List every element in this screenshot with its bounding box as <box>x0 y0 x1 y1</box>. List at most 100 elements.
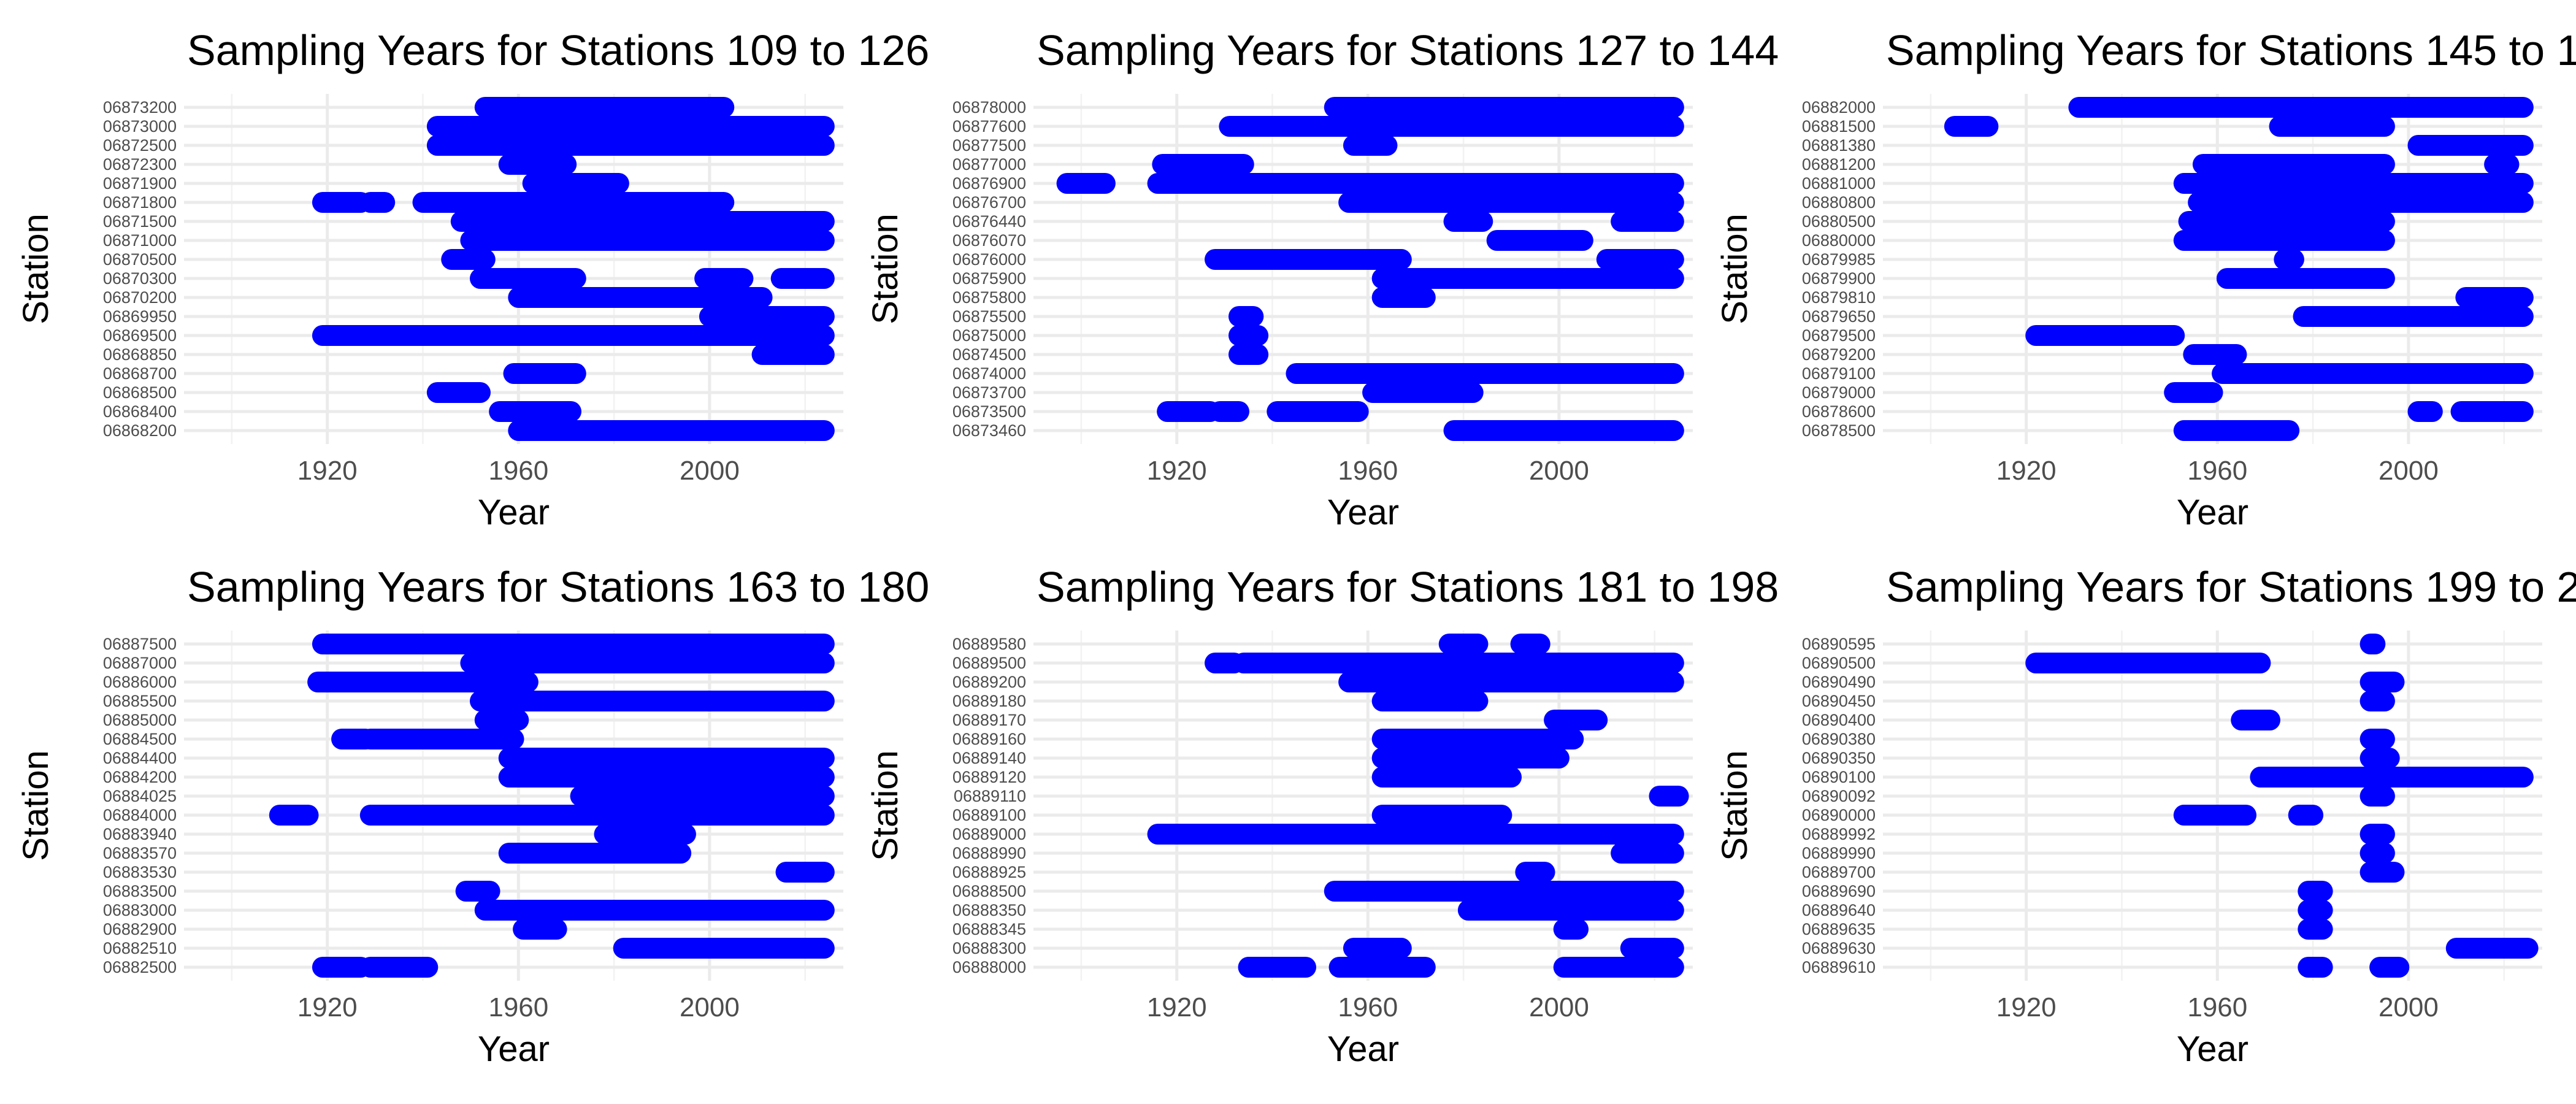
y-tick-label: 06890092 <box>1802 787 1876 805</box>
y-tick-label: 06890000 <box>1802 806 1876 824</box>
chart-title: Sampling Years for Stations 199 to 216 <box>1886 563 2576 611</box>
y-tick-label: 06873700 <box>953 383 1026 402</box>
y-tick-label: 06878000 <box>953 98 1026 117</box>
y-tick-label: 06882000 <box>1802 98 1876 117</box>
chart-title: Sampling Years for Stations 163 to 180 <box>187 563 929 611</box>
chart-panel-6: Sampling Years for Stations 199 to 216 06… <box>1715 563 2576 1069</box>
y-tick-labels: 0688750006887000068860000688550006885000… <box>103 635 177 976</box>
y-tick-label: 06877500 <box>953 136 1026 155</box>
y-tick-label: 06888350 <box>953 901 1026 919</box>
y-tick-label: 06889140 <box>953 749 1026 767</box>
y-tick-label: 06881380 <box>1802 136 1876 155</box>
y-tick-label: 06884000 <box>103 806 177 824</box>
y-tick-label: 06879900 <box>1802 269 1876 288</box>
y-tick-label: 06876700 <box>953 193 1026 212</box>
y-tick-label: 06879985 <box>1802 250 1876 269</box>
x-tick-label: 1920 <box>1996 456 2057 486</box>
y-tick-label: 06885500 <box>103 692 177 710</box>
y-tick-labels: 0687800006877600068775000687700006876900… <box>953 98 1026 440</box>
x-tick-label: 2000 <box>1529 992 1589 1022</box>
y-tick-label: 06888300 <box>953 939 1026 957</box>
chart-title: Sampling Years for Stations 109 to 126 <box>187 26 929 74</box>
y-axis-title: Station <box>16 750 56 861</box>
x-tick-label: 2000 <box>680 456 740 486</box>
x-axis-title: Year <box>2177 493 2248 532</box>
y-tick-label: 06889100 <box>953 806 1026 824</box>
y-tick-labels: 0687320006873000068725000687230006871900… <box>103 98 177 440</box>
y-tick-label: 06880000 <box>1802 231 1876 250</box>
y-tick-label: 06879100 <box>1802 364 1876 383</box>
y-tick-label: 06889610 <box>1802 958 1876 976</box>
y-tick-label: 06871900 <box>103 174 177 193</box>
y-tick-label: 06888990 <box>953 844 1026 862</box>
y-tick-label: 06889500 <box>953 654 1026 672</box>
x-axis-title: Year <box>2177 1029 2248 1069</box>
y-tick-label: 06876000 <box>953 250 1026 269</box>
y-tick-label: 06889110 <box>954 787 1026 805</box>
y-tick-label: 06890595 <box>1802 635 1876 653</box>
y-tick-label: 06884200 <box>103 768 177 786</box>
y-tick-label: 06883940 <box>103 825 177 843</box>
y-axis-title: Station <box>865 213 905 324</box>
x-tick-label: 2000 <box>1529 456 1589 486</box>
x-tick-labels: 1920 1960 2000 <box>1996 456 2439 486</box>
y-tick-label: 06873460 <box>953 421 1026 440</box>
marks <box>1056 97 1684 441</box>
y-tick-label: 06882500 <box>103 958 177 976</box>
x-axis-title: Year <box>478 493 550 532</box>
x-tick-labels: 1920 1960 2000 <box>297 456 740 486</box>
y-tick-label: 06889635 <box>1802 920 1876 938</box>
y-tick-label: 06868850 <box>103 345 177 364</box>
y-tick-label: 06877000 <box>953 155 1026 174</box>
y-tick-label: 06878600 <box>1802 402 1876 421</box>
y-tick-label: 06879000 <box>1802 383 1876 402</box>
x-tick-label: 1920 <box>297 992 358 1022</box>
x-tick-label: 1960 <box>2187 456 2247 486</box>
y-axis-title: Station <box>865 750 905 861</box>
x-tick-labels: 1920 1960 2000 <box>1147 992 1589 1022</box>
y-tick-label: 06887500 <box>103 635 177 653</box>
y-tick-label: 06881200 <box>1802 155 1876 174</box>
chart-title: Sampling Years for Stations 145 to 162 <box>1886 26 2576 74</box>
x-axis-title: Year <box>478 1029 550 1069</box>
y-tick-label: 06870200 <box>103 288 177 307</box>
marks <box>2025 634 2539 978</box>
y-tick-label: 06889990 <box>1802 844 1876 862</box>
y-tick-label: 06881500 <box>1802 117 1876 136</box>
y-tick-label: 06886000 <box>103 673 177 691</box>
y-tick-label: 06888000 <box>953 958 1026 976</box>
y-tick-label: 06868200 <box>103 421 177 440</box>
x-tick-label: 1920 <box>1996 992 2057 1022</box>
y-axis-title: Station <box>1715 750 1755 861</box>
y-tick-label: 06876900 <box>953 174 1026 193</box>
x-tick-label: 1920 <box>1147 992 1207 1022</box>
y-tick-label: 06871500 <box>103 212 177 231</box>
y-tick-label: 06877600 <box>953 117 1026 136</box>
y-tick-label: 06879650 <box>1802 307 1876 326</box>
y-tick-label: 06870300 <box>103 269 177 288</box>
y-tick-label: 06890400 <box>1802 711 1876 729</box>
x-tick-labels: 1920 1960 2000 <box>297 992 740 1022</box>
y-tick-label: 06889120 <box>953 768 1026 786</box>
y-tick-label: 06873000 <box>103 117 177 136</box>
y-tick-label: 06873200 <box>103 98 177 117</box>
y-tick-label: 06888925 <box>953 863 1026 881</box>
x-tick-label: 1960 <box>488 456 548 486</box>
y-tick-label: 06889000 <box>953 825 1026 843</box>
y-tick-label: 06890350 <box>1802 749 1876 767</box>
y-tick-label: 06889170 <box>953 711 1026 729</box>
x-axis-title: Year <box>1327 493 1399 532</box>
y-tick-label: 06875800 <box>953 288 1026 307</box>
y-tick-label: 06869950 <box>103 307 177 326</box>
y-tick-label: 06889700 <box>1802 863 1876 881</box>
x-tick-label: 1960 <box>1338 456 1398 486</box>
x-tick-labels: 1920 1960 2000 <box>1147 456 1589 486</box>
y-tick-label: 06868500 <box>103 383 177 402</box>
y-tick-label: 06883570 <box>103 844 177 862</box>
y-tick-label: 06888500 <box>953 882 1026 900</box>
y-axis-title: Station <box>1715 213 1755 324</box>
y-tick-label: 06883530 <box>103 863 177 881</box>
x-tick-label: 2000 <box>2379 456 2439 486</box>
x-tick-label: 1920 <box>1147 456 1207 486</box>
chart-panel-5: Sampling Years for Stations 181 to 19806… <box>865 563 1779 1069</box>
